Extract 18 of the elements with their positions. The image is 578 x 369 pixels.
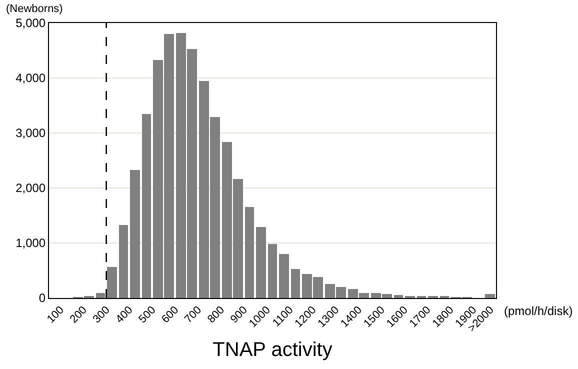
x-tick-label: 200 [68, 304, 90, 326]
y-tick-label: 5,000 [16, 16, 46, 30]
y-tick-label: 1,000 [16, 236, 46, 250]
text: (pmol/h/disk) [504, 304, 573, 318]
x-tick-label: 500 [136, 304, 158, 326]
y-tick-label: 0 [38, 291, 46, 306]
x-tick-label: 600 [160, 304, 182, 326]
x-tick-label: 900 [228, 304, 250, 326]
x-tick-label: 400 [114, 304, 136, 326]
x-tick-label: 300 [90, 304, 112, 326]
x-tick-label: 800 [205, 304, 227, 326]
x-tick-label: 100 [45, 304, 66, 326]
y-tick-label: 2,000 [16, 181, 46, 196]
x-tick-label: 700 [182, 304, 204, 326]
x-axis-title: TNAP activity [212, 339, 332, 362]
y-tick-label: 3,000 [16, 126, 46, 140]
y-axis-title: (Newborns) [6, 3, 63, 15]
y-tick-label: 4,000 [16, 71, 46, 86]
